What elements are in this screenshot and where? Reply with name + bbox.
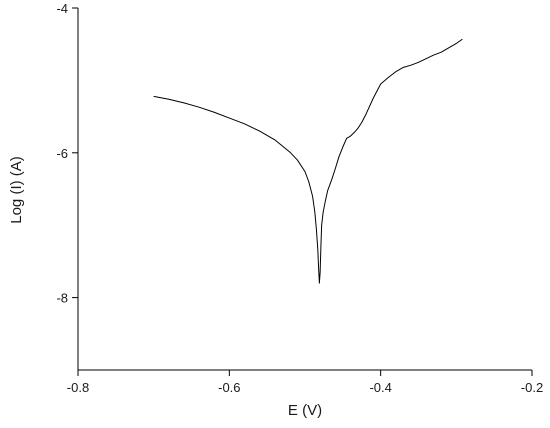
y-tick-label: -6 <box>56 146 68 161</box>
y-tick-label: -4 <box>56 1 68 16</box>
x-ticks: -0.8 -0.6 -0.4 -0.2 <box>67 370 543 395</box>
series-group <box>153 38 463 284</box>
x-tick-label: -0.6 <box>218 380 240 395</box>
x-tick-label: -0.8 <box>67 380 89 395</box>
polarization-curve-line <box>153 38 463 284</box>
x-axis-title: E (V) <box>288 402 322 419</box>
y-ticks: -4 -6 -8 <box>56 1 78 306</box>
chart-axes <box>77 8 532 371</box>
y-axis-title: Log (I) (A) <box>8 156 25 224</box>
x-tick-label: -0.2 <box>521 380 543 395</box>
x-tick-label: -0.4 <box>369 380 391 395</box>
y-tick-label: -8 <box>56 291 68 306</box>
